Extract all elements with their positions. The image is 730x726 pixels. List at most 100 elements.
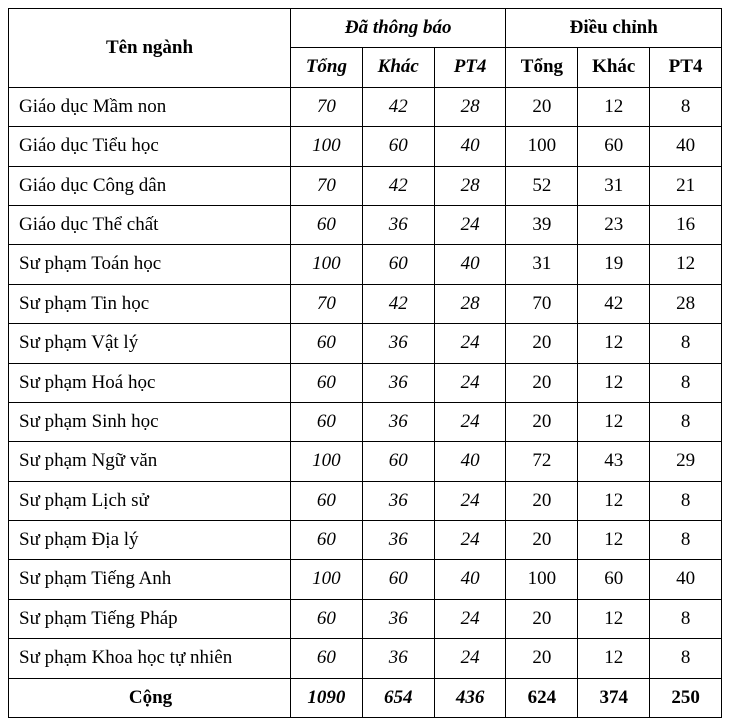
- table-row: Giáo dục Thể chất603624392316: [9, 205, 722, 244]
- cell-adjusted-khac: 60: [578, 560, 650, 599]
- cell-total-adjusted-tong: 624: [506, 678, 578, 717]
- cell-announced-khac: 36: [362, 521, 434, 560]
- cell-adjusted-pt4: 8: [650, 639, 722, 678]
- cell-announced-tong: 60: [291, 639, 363, 678]
- majors-table: Tên ngành Đã thông báo Điều chỉnh Tổng K…: [8, 8, 722, 718]
- cell-announced-pt4: 24: [434, 324, 506, 363]
- cell-adjusted-pt4: 8: [650, 402, 722, 441]
- cell-adjusted-khac: 31: [578, 166, 650, 205]
- cell-announced-khac: 60: [362, 442, 434, 481]
- cell-adjusted-pt4: 16: [650, 205, 722, 244]
- cell-announced-tong: 60: [291, 402, 363, 441]
- cell-total-name: Cộng: [9, 678, 291, 717]
- cell-adjusted-pt4: 12: [650, 245, 722, 284]
- cell-adjusted-pt4: 28: [650, 284, 722, 323]
- table-row-total: Cộng1090654436624374250: [9, 678, 722, 717]
- cell-adjusted-khac: 12: [578, 639, 650, 678]
- header-sub-pt4-2: PT4: [650, 48, 722, 87]
- cell-announced-khac: 42: [362, 284, 434, 323]
- cell-announced-tong: 100: [291, 442, 363, 481]
- cell-adjusted-pt4: 8: [650, 481, 722, 520]
- cell-name: Sư phạm Hoá học: [9, 363, 291, 402]
- cell-announced-pt4: 24: [434, 639, 506, 678]
- cell-name: Sư phạm Sinh học: [9, 402, 291, 441]
- table-row: Sư phạm Tin học704228704228: [9, 284, 722, 323]
- cell-adjusted-pt4: 21: [650, 166, 722, 205]
- cell-announced-tong: 70: [291, 284, 363, 323]
- cell-adjusted-pt4: 8: [650, 521, 722, 560]
- cell-adjusted-tong: 20: [506, 481, 578, 520]
- cell-adjusted-pt4: 40: [650, 560, 722, 599]
- cell-adjusted-tong: 20: [506, 363, 578, 402]
- cell-name: Sư phạm Ngữ văn: [9, 442, 291, 481]
- header-sub-tong2: Tổng: [506, 48, 578, 87]
- cell-adjusted-tong: 72: [506, 442, 578, 481]
- table-row: Giáo dục Mầm non70422820128: [9, 87, 722, 126]
- cell-adjusted-khac: 12: [578, 363, 650, 402]
- cell-name: Giáo dục Mầm non: [9, 87, 291, 126]
- cell-announced-khac: 36: [362, 363, 434, 402]
- table-row: Giáo dục Tiểu học10060401006040: [9, 127, 722, 166]
- cell-adjusted-tong: 20: [506, 521, 578, 560]
- table-row: Sư phạm Tiếng Pháp60362420128: [9, 599, 722, 638]
- cell-announced-khac: 42: [362, 87, 434, 126]
- cell-adjusted-khac: 12: [578, 324, 650, 363]
- cell-adjusted-khac: 12: [578, 481, 650, 520]
- header-group-announced: Đã thông báo: [291, 9, 506, 48]
- cell-announced-khac: 36: [362, 599, 434, 638]
- cell-adjusted-khac: 12: [578, 402, 650, 441]
- table-row: Sư phạm Sinh học60362420128: [9, 402, 722, 441]
- cell-announced-tong: 60: [291, 481, 363, 520]
- cell-announced-khac: 36: [362, 324, 434, 363]
- cell-adjusted-khac: 60: [578, 127, 650, 166]
- cell-name: Sư phạm Tiếng Anh: [9, 560, 291, 599]
- cell-name: Sư phạm Toán học: [9, 245, 291, 284]
- cell-announced-khac: 36: [362, 481, 434, 520]
- cell-announced-pt4: 24: [434, 481, 506, 520]
- cell-announced-pt4: 24: [434, 599, 506, 638]
- cell-announced-khac: 36: [362, 205, 434, 244]
- header-sub-pt4-1: PT4: [434, 48, 506, 87]
- cell-announced-tong: 100: [291, 560, 363, 599]
- cell-announced-pt4: 28: [434, 284, 506, 323]
- cell-name: Giáo dục Công dân: [9, 166, 291, 205]
- cell-adjusted-pt4: 8: [650, 599, 722, 638]
- header-name: Tên ngành: [9, 9, 291, 88]
- cell-name: Sư phạm Tin học: [9, 284, 291, 323]
- cell-announced-khac: 60: [362, 245, 434, 284]
- cell-adjusted-pt4: 8: [650, 363, 722, 402]
- table-row: Sư phạm Toán học1006040311912: [9, 245, 722, 284]
- table-row: Sư phạm Vật lý60362420128: [9, 324, 722, 363]
- cell-announced-khac: 36: [362, 639, 434, 678]
- table-row: Sư phạm Lịch sử60362420128: [9, 481, 722, 520]
- cell-adjusted-pt4: 8: [650, 324, 722, 363]
- cell-announced-pt4: 40: [434, 245, 506, 284]
- cell-announced-khac: 60: [362, 560, 434, 599]
- cell-announced-khac: 36: [362, 402, 434, 441]
- table-row: Sư phạm Hoá học60362420128: [9, 363, 722, 402]
- cell-announced-khac: 60: [362, 127, 434, 166]
- cell-adjusted-pt4: 40: [650, 127, 722, 166]
- cell-announced-khac: 42: [362, 166, 434, 205]
- cell-adjusted-tong: 20: [506, 402, 578, 441]
- cell-adjusted-tong: 20: [506, 599, 578, 638]
- cell-adjusted-pt4: 29: [650, 442, 722, 481]
- cell-adjusted-khac: 12: [578, 599, 650, 638]
- cell-adjusted-khac: 19: [578, 245, 650, 284]
- cell-adjusted-khac: 23: [578, 205, 650, 244]
- cell-name: Sư phạm Lịch sử: [9, 481, 291, 520]
- cell-adjusted-khac: 12: [578, 87, 650, 126]
- cell-total-announced-khac: 654: [362, 678, 434, 717]
- cell-announced-tong: 60: [291, 521, 363, 560]
- cell-announced-pt4: 24: [434, 521, 506, 560]
- cell-announced-tong: 60: [291, 324, 363, 363]
- header-sub-khac1: Khác: [362, 48, 434, 87]
- cell-name: Sư phạm Khoa học tự nhiên: [9, 639, 291, 678]
- cell-adjusted-tong: 20: [506, 639, 578, 678]
- header-group-adjusted: Điều chỉnh: [506, 9, 722, 48]
- cell-adjusted-tong: 20: [506, 324, 578, 363]
- cell-adjusted-tong: 39: [506, 205, 578, 244]
- cell-announced-tong: 60: [291, 205, 363, 244]
- cell-announced-pt4: 24: [434, 205, 506, 244]
- cell-announced-tong: 100: [291, 245, 363, 284]
